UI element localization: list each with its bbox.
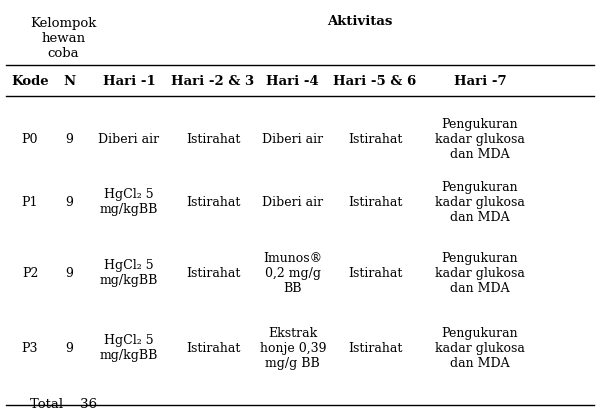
Text: Istirahat: Istirahat: [348, 342, 402, 355]
Text: Hari -4: Hari -4: [266, 75, 319, 88]
Text: Istirahat: Istirahat: [348, 266, 402, 280]
Text: Ekstrak
honje 0,39
mg/g BB: Ekstrak honje 0,39 mg/g BB: [260, 327, 326, 370]
Text: 9: 9: [65, 342, 73, 355]
Text: P1: P1: [22, 196, 38, 209]
Text: Istirahat: Istirahat: [186, 342, 240, 355]
Text: Istirahat: Istirahat: [348, 133, 402, 146]
Text: Hari -5 & 6: Hari -5 & 6: [334, 75, 416, 88]
Text: Pengukuran
kadar glukosa
dan MDA: Pengukuran kadar glukosa dan MDA: [435, 181, 525, 224]
Text: Aktivitas: Aktivitas: [328, 15, 392, 28]
Text: HgCl₂ 5
mg/kgBB: HgCl₂ 5 mg/kgBB: [100, 188, 158, 216]
Text: 9: 9: [65, 133, 73, 146]
Text: Pengukuran
kadar glukosa
dan MDA: Pengukuran kadar glukosa dan MDA: [435, 118, 525, 161]
Text: Hari -2 & 3: Hari -2 & 3: [172, 75, 254, 88]
Text: N: N: [63, 75, 75, 88]
Text: Diberi air: Diberi air: [98, 133, 160, 146]
Text: HgCl₂ 5
mg/kgBB: HgCl₂ 5 mg/kgBB: [100, 334, 158, 362]
Text: Istirahat: Istirahat: [186, 266, 240, 280]
Text: Hari -1: Hari -1: [103, 75, 155, 88]
Text: Kelompok
hewan
coba: Kelompok hewan coba: [30, 17, 97, 60]
Text: Diberi air: Diberi air: [262, 133, 323, 146]
Text: Hari -7: Hari -7: [454, 75, 506, 88]
Text: P0: P0: [22, 133, 38, 146]
Text: Kode: Kode: [11, 75, 49, 88]
Text: Pengukuran
kadar glukosa
dan MDA: Pengukuran kadar glukosa dan MDA: [435, 327, 525, 370]
Text: Istirahat: Istirahat: [348, 196, 402, 209]
Text: HgCl₂ 5
mg/kgBB: HgCl₂ 5 mg/kgBB: [100, 259, 158, 287]
Text: P2: P2: [22, 266, 38, 280]
Text: Pengukuran
kadar glukosa
dan MDA: Pengukuran kadar glukosa dan MDA: [435, 251, 525, 295]
Text: Istirahat: Istirahat: [186, 196, 240, 209]
Text: 9: 9: [65, 266, 73, 280]
Text: Imunos®
0,2 mg/g
BB: Imunos® 0,2 mg/g BB: [263, 251, 322, 295]
Text: Total    36: Total 36: [30, 398, 97, 411]
Text: Istirahat: Istirahat: [186, 133, 240, 146]
Text: Diberi air: Diberi air: [262, 196, 323, 209]
Text: P3: P3: [22, 342, 38, 355]
Text: 9: 9: [65, 196, 73, 209]
